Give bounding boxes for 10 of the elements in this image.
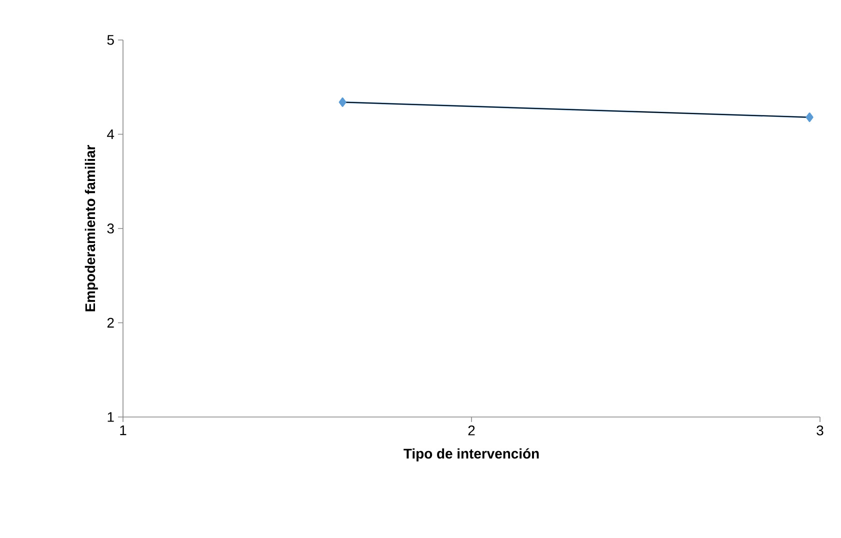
y-axis-title: Empoderamiento familiar — [84, 145, 98, 312]
y-tick-label: 4 — [107, 129, 114, 140]
y-tick-label: 2 — [107, 318, 114, 328]
y-tick-label: 3 — [107, 224, 114, 234]
x-tick-label: 1 — [120, 426, 126, 436]
x-tick-label: 2 — [468, 425, 475, 436]
x-axis-title: Tipo de intervención — [404, 448, 539, 462]
x-tick-label: 3 — [816, 425, 824, 436]
y-tick-label: 5 — [107, 35, 114, 45]
y-tick-label: 1 — [108, 412, 114, 422]
